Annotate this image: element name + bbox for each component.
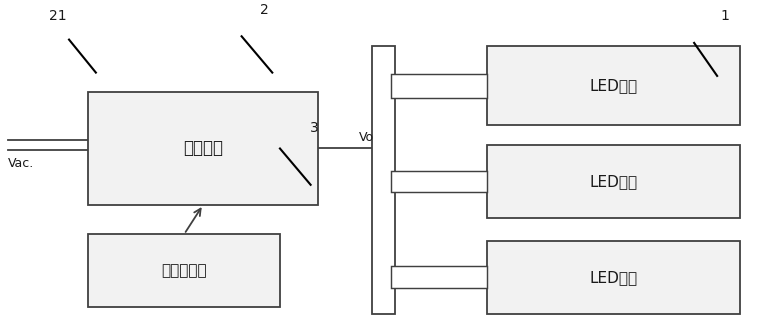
Text: LED灯具: LED灯具 — [590, 270, 637, 285]
Text: Vo: Vo — [359, 131, 374, 144]
Text: LED灯具: LED灯具 — [590, 78, 637, 93]
Bar — [487, 145, 740, 218]
Bar — [391, 171, 487, 192]
Text: 驱动装置: 驱动装置 — [183, 140, 223, 157]
Text: 第一控制器: 第一控制器 — [161, 263, 207, 278]
Bar — [487, 46, 740, 125]
Bar — [88, 92, 318, 205]
Bar — [487, 241, 740, 314]
Text: 2: 2 — [260, 3, 269, 16]
Bar — [372, 46, 395, 313]
Text: 21: 21 — [49, 9, 66, 23]
Bar — [88, 234, 280, 307]
Text: 3: 3 — [310, 121, 319, 135]
Text: LED灯具: LED灯具 — [590, 174, 637, 189]
Text: Vac.: Vac. — [8, 157, 34, 170]
Bar — [391, 266, 487, 288]
Text: 1: 1 — [720, 9, 729, 23]
Bar — [391, 74, 487, 98]
